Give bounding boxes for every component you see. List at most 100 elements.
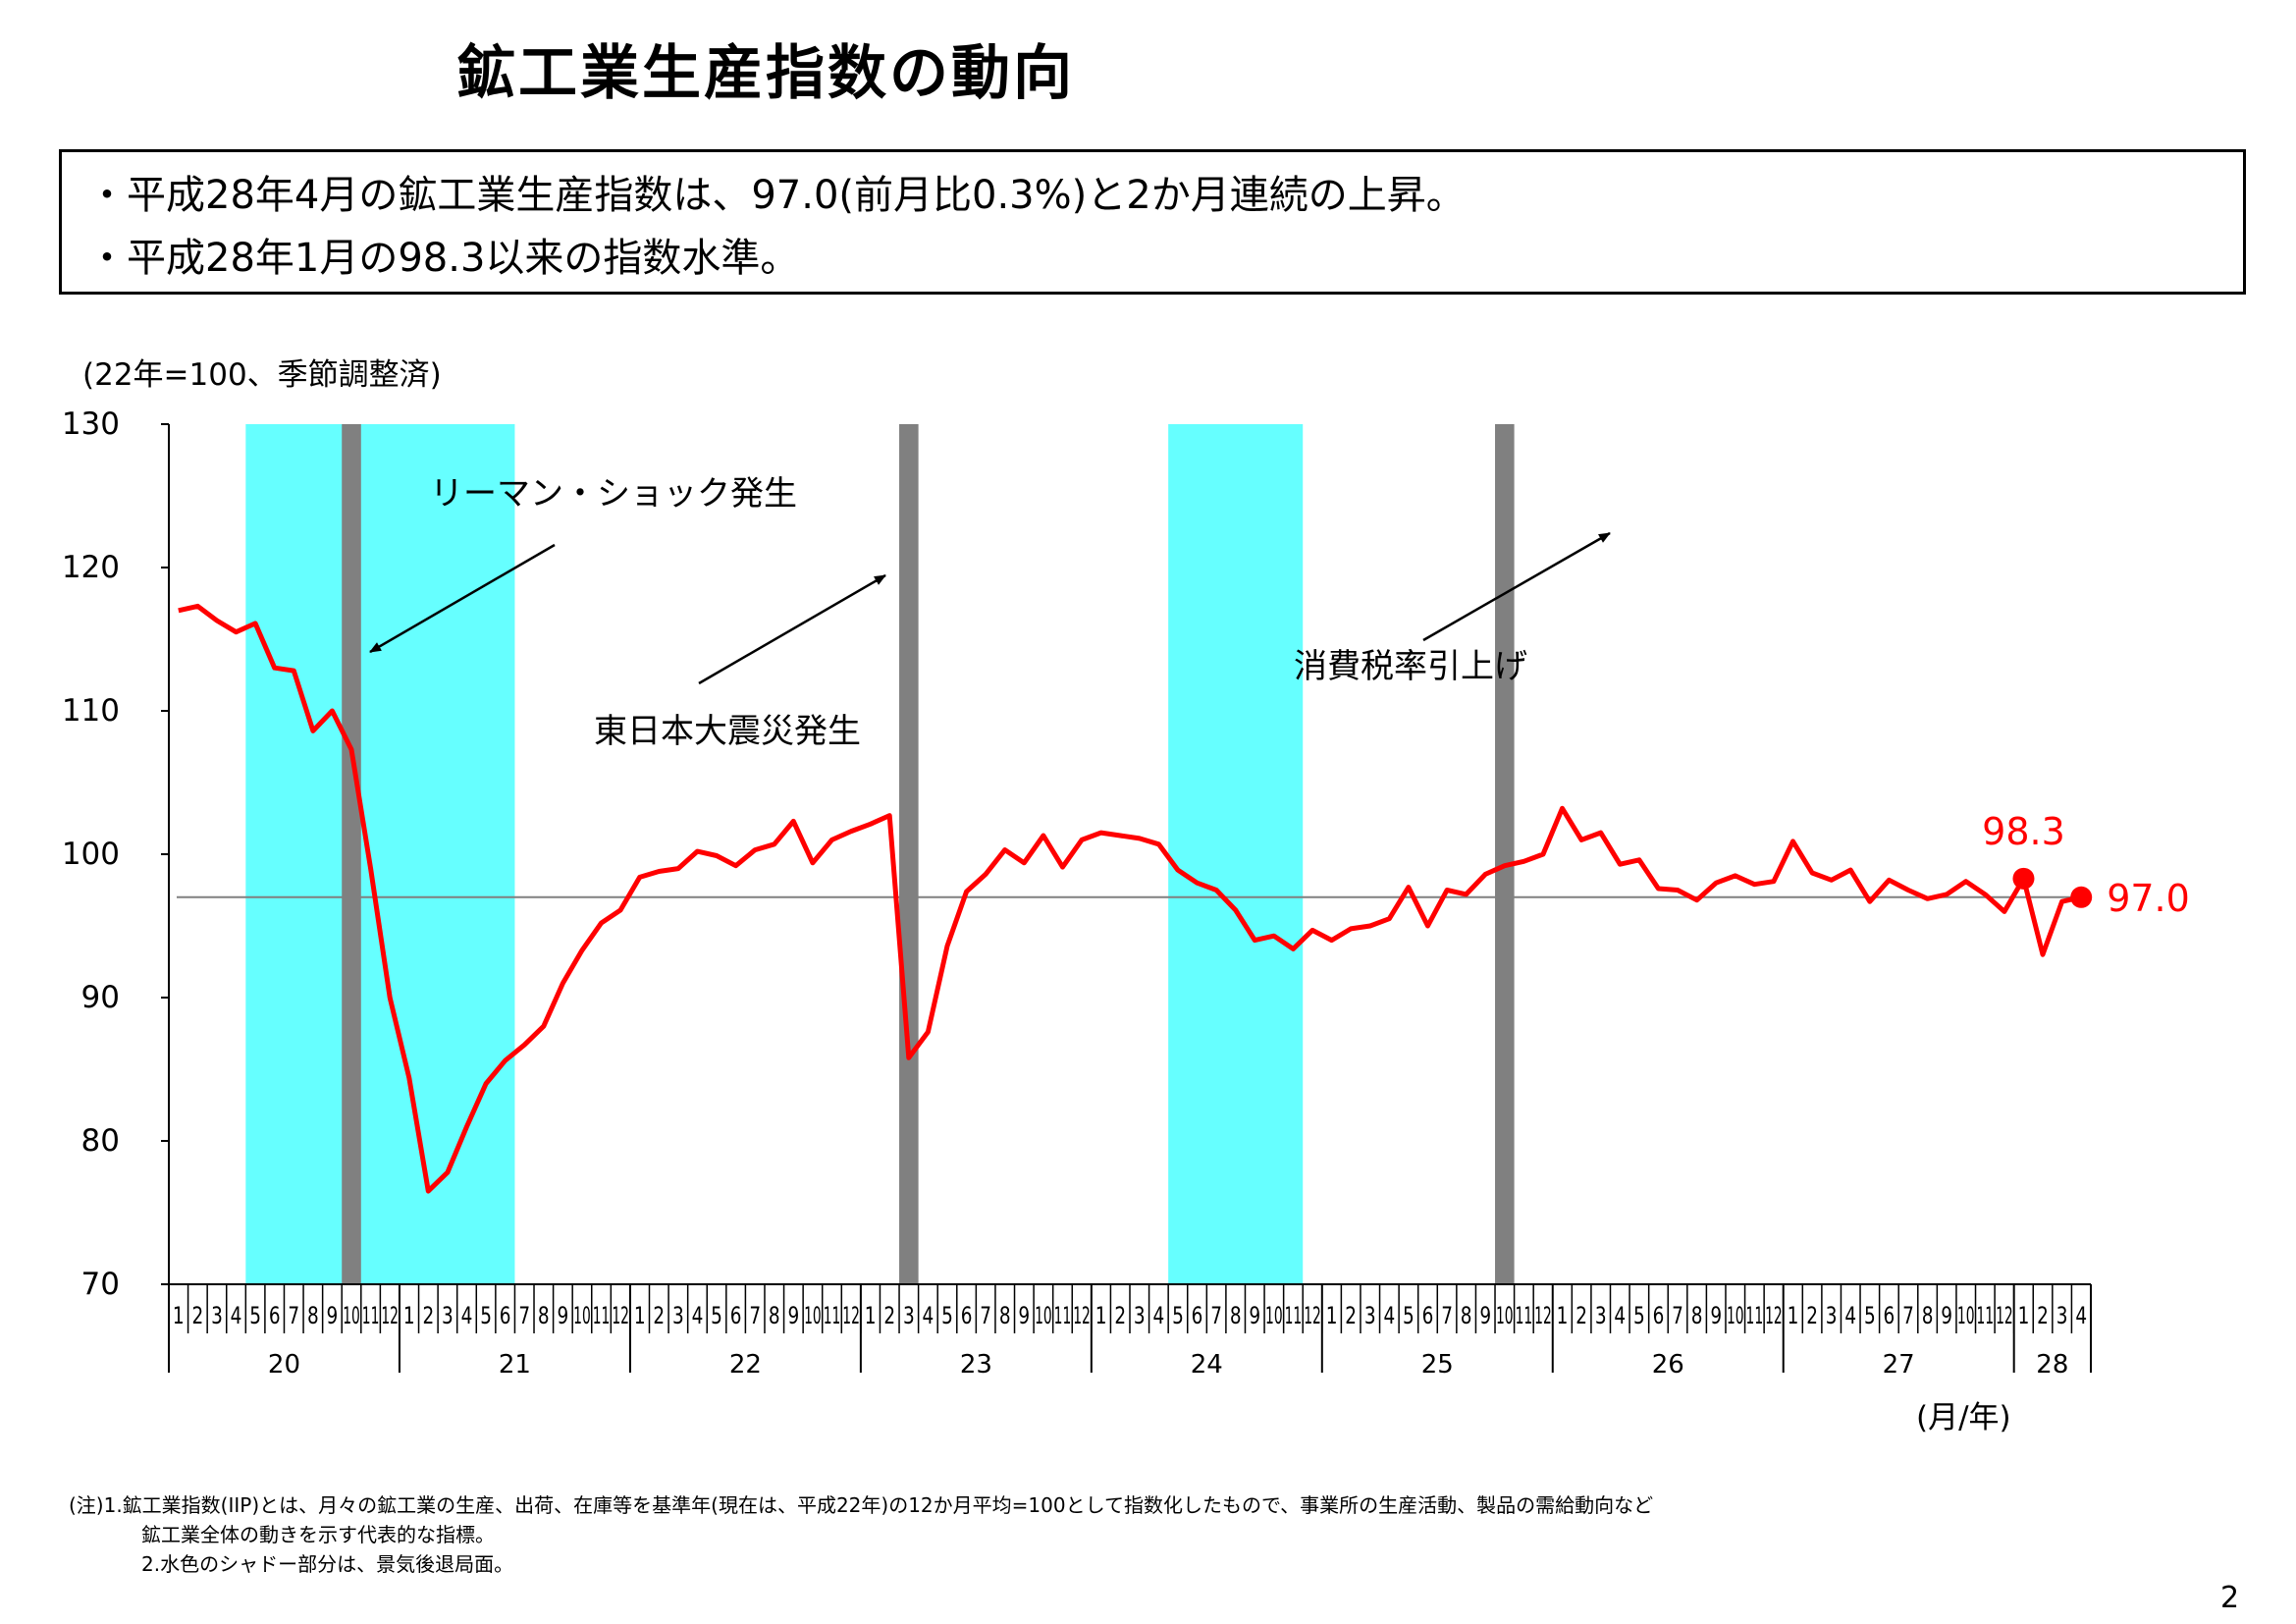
- event-bar-3: [1495, 424, 1515, 1284]
- highlight-point-2: [2070, 886, 2093, 908]
- month-label: 7: [749, 1302, 761, 1329]
- month-label: 6: [1653, 1302, 1665, 1329]
- month-label: 2: [191, 1302, 203, 1329]
- month-label: 6: [1422, 1302, 1434, 1329]
- y-tick-label: 90: [81, 980, 120, 1015]
- month-label: 5: [1633, 1302, 1645, 1329]
- year-label: 21: [499, 1350, 531, 1380]
- recession-shade-2: [1168, 424, 1304, 1284]
- month-label: 12: [842, 1302, 860, 1329]
- month-label: 1: [1557, 1302, 1569, 1329]
- month-label: 3: [1134, 1302, 1146, 1329]
- month-label: 6: [500, 1302, 511, 1329]
- month-label: 11: [593, 1302, 611, 1329]
- month-label: 2: [1114, 1302, 1126, 1329]
- y-tick-label: 70: [81, 1267, 120, 1302]
- month-label: 3: [2056, 1302, 2068, 1329]
- year-label: 23: [960, 1350, 992, 1380]
- arrow-lehman: [369, 543, 556, 654]
- annotation-tax-hike: 消費税率引上げ: [1294, 647, 1527, 686]
- month-label: 4: [1152, 1302, 1164, 1329]
- summary-line-2: ・平成28年1月の98.3以来の指数水準。: [87, 236, 800, 281]
- index-series-line: [178, 603, 2082, 1194]
- month-label: 7: [1210, 1302, 1222, 1329]
- y-tick-label: 110: [62, 693, 120, 729]
- y-tick-label: 100: [62, 837, 120, 872]
- month-label: 12: [1073, 1302, 1091, 1329]
- highlight-label-1: 98.3: [1982, 810, 2065, 853]
- month-label: 4: [1383, 1302, 1395, 1329]
- month-label: 3: [1595, 1302, 1607, 1329]
- month-label: 2: [422, 1302, 434, 1329]
- month-label: 5: [1403, 1302, 1415, 1329]
- month-label: 1: [403, 1302, 415, 1329]
- month-label: 10: [1957, 1302, 1975, 1329]
- month-label: 4: [1614, 1302, 1626, 1329]
- month-label: 6: [1192, 1302, 1203, 1329]
- y-tick-label: 80: [81, 1123, 120, 1159]
- year-label: 27: [1883, 1350, 1915, 1380]
- year-label: 28: [2036, 1350, 2068, 1380]
- month-label: 3: [672, 1302, 684, 1329]
- month-label: 12: [612, 1302, 629, 1329]
- summary-box: ・平成28年4月の鉱工業生産指数は、97.0(前月比0.3%)と2か月連続の上昇…: [59, 149, 2246, 295]
- month-label: 9: [327, 1302, 339, 1329]
- month-label: 7: [288, 1302, 299, 1329]
- month-label: 11: [1054, 1302, 1072, 1329]
- y-tick-label: 130: [62, 406, 120, 442]
- month-label: 3: [1364, 1302, 1376, 1329]
- year-label: 20: [268, 1350, 300, 1380]
- month-label: 10: [1727, 1302, 1744, 1329]
- month-label: 2: [883, 1302, 895, 1329]
- month-label: 1: [2018, 1302, 2030, 1329]
- footnote-1-cont: 鉱工業全体の動きを示す代表的な指標。: [141, 1523, 495, 1546]
- month-label: 4: [1844, 1302, 1856, 1329]
- month-label: 9: [1479, 1302, 1491, 1329]
- y-tick-label: 120: [62, 550, 120, 585]
- month-label: 7: [1672, 1302, 1683, 1329]
- month-label: 11: [1746, 1302, 1764, 1329]
- event-bar-1: [342, 424, 361, 1284]
- month-label: 1: [634, 1302, 646, 1329]
- event-bar-2: [899, 424, 919, 1284]
- month-label: 1: [865, 1302, 877, 1329]
- month-label: 11: [362, 1302, 380, 1329]
- annotation-earthquake: 東日本大震災発生: [594, 712, 861, 751]
- month-label: 9: [1249, 1302, 1260, 1329]
- month-label: 8: [538, 1302, 550, 1329]
- month-label: 2: [2037, 1302, 2049, 1329]
- month-label: 8: [307, 1302, 319, 1329]
- month-label: 12: [381, 1302, 399, 1329]
- month-label: 7: [518, 1302, 530, 1329]
- month-label: 9: [787, 1302, 799, 1329]
- month-label: 10: [1035, 1302, 1052, 1329]
- month-label: 11: [824, 1302, 841, 1329]
- month-label: 11: [1976, 1302, 1994, 1329]
- x-unit-label: (月/年): [1916, 1400, 2011, 1435]
- month-label: 9: [1941, 1302, 1952, 1329]
- month-label: 5: [249, 1302, 261, 1329]
- month-label: 1: [1788, 1302, 1799, 1329]
- highlight-label-2: 97.0: [2107, 877, 2190, 920]
- month-label: 12: [1765, 1302, 1783, 1329]
- year-label: 22: [729, 1350, 762, 1380]
- month-label: 7: [1902, 1302, 1914, 1329]
- month-label: 11: [1516, 1302, 1533, 1329]
- month-label: 1: [1326, 1302, 1338, 1329]
- month-label: 3: [903, 1302, 915, 1329]
- page-number: 2: [2220, 1581, 2240, 1615]
- month-label: 6: [269, 1302, 281, 1329]
- month-label: 4: [692, 1302, 704, 1329]
- month-label: 6: [1884, 1302, 1896, 1329]
- month-label: 6: [961, 1302, 973, 1329]
- month-label: 5: [711, 1302, 722, 1329]
- month-label: 11: [1285, 1302, 1303, 1329]
- month-label: 4: [923, 1302, 934, 1329]
- year-label: 25: [1421, 1350, 1454, 1380]
- footnotes: (注)1.鉱工業指数(IIP)とは、月々の鉱工業の生産、出荷、在庫等を基準年(現…: [69, 1490, 1653, 1579]
- year-label: 24: [1191, 1350, 1223, 1380]
- month-label: 5: [1172, 1302, 1184, 1329]
- month-label: 5: [480, 1302, 492, 1329]
- month-label: 10: [343, 1302, 360, 1329]
